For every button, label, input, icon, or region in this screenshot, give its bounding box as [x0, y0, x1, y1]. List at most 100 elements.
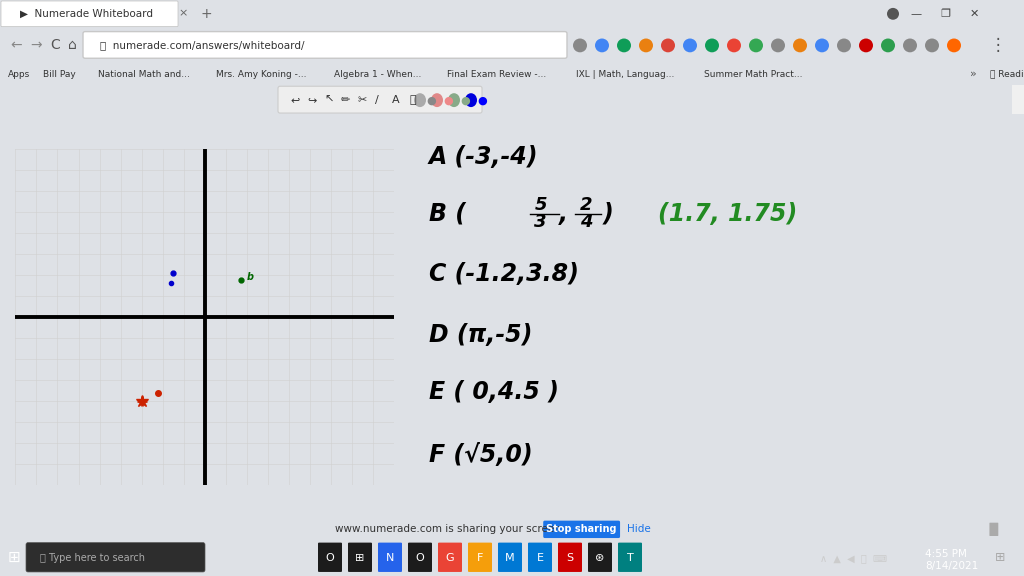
Text: O: O	[416, 553, 424, 563]
Text: 8/14/2021: 8/14/2021	[925, 561, 978, 571]
FancyBboxPatch shape	[989, 522, 998, 536]
FancyBboxPatch shape	[83, 32, 567, 58]
Text: E: E	[537, 553, 544, 563]
Circle shape	[749, 39, 763, 52]
Text: ❐: ❐	[940, 9, 950, 19]
Text: ⊛: ⊛	[595, 553, 605, 563]
Circle shape	[705, 39, 719, 52]
Text: ×: ×	[178, 9, 187, 19]
Text: N: N	[386, 553, 394, 563]
Text: Stop sharing: Stop sharing	[546, 524, 616, 535]
Text: ↖: ↖	[324, 95, 334, 105]
Text: +: +	[200, 7, 212, 21]
Text: ←: ←	[10, 39, 22, 52]
Text: Apps: Apps	[8, 70, 31, 79]
FancyBboxPatch shape	[348, 543, 372, 572]
Text: F: F	[477, 553, 483, 563]
Text: O: O	[326, 553, 335, 563]
Text: ●: ●	[460, 95, 470, 105]
Text: ,: ,	[558, 202, 567, 226]
Text: S: S	[566, 553, 573, 563]
Text: ∧  ▲  ◀  🔊  ⌨: ∧ ▲ ◀ 🔊 ⌨	[820, 553, 887, 563]
Circle shape	[947, 39, 961, 52]
Text: ↩: ↩	[290, 95, 299, 105]
Circle shape	[683, 39, 697, 52]
FancyBboxPatch shape	[528, 543, 552, 572]
Text: E ( 0,4.5 ): E ( 0,4.5 )	[429, 380, 558, 404]
FancyBboxPatch shape	[318, 543, 342, 572]
FancyBboxPatch shape	[468, 543, 492, 572]
Circle shape	[573, 39, 587, 52]
Text: National Math and...: National Math and...	[98, 70, 190, 79]
Ellipse shape	[414, 93, 426, 107]
Circle shape	[639, 39, 653, 52]
Text: /: /	[375, 95, 379, 105]
Text: ): )	[603, 202, 613, 226]
Text: →: →	[30, 39, 42, 52]
Text: ✂: ✂	[358, 95, 368, 105]
FancyBboxPatch shape	[408, 543, 432, 572]
Text: b: b	[247, 272, 254, 282]
Text: ▶  Numerade Whiteboard: ▶ Numerade Whiteboard	[20, 9, 153, 19]
Text: G: G	[445, 553, 455, 563]
Text: 📋 Reading list: 📋 Reading list	[990, 70, 1024, 79]
Ellipse shape	[465, 93, 477, 107]
Ellipse shape	[431, 93, 443, 107]
Text: »: »	[970, 69, 977, 79]
Circle shape	[727, 39, 741, 52]
FancyBboxPatch shape	[278, 86, 482, 113]
Text: Algebra 1 - When...: Algebra 1 - When...	[335, 70, 422, 79]
FancyBboxPatch shape	[558, 543, 582, 572]
Text: —: —	[910, 9, 922, 19]
Circle shape	[793, 39, 807, 52]
Text: 🔒  numerade.com/answers/whiteboard/: 🔒 numerade.com/answers/whiteboard/	[100, 40, 304, 51]
Text: Summer Math Pract...: Summer Math Pract...	[705, 70, 803, 79]
Ellipse shape	[449, 93, 460, 107]
Text: 5: 5	[535, 196, 547, 214]
Text: ●: ●	[477, 95, 486, 105]
Text: F (√5,0): F (√5,0)	[429, 443, 532, 467]
Text: ✕: ✕	[970, 9, 979, 19]
FancyBboxPatch shape	[543, 521, 621, 538]
Circle shape	[662, 39, 675, 52]
Text: 4:55 PM: 4:55 PM	[925, 549, 967, 559]
Text: www.numerade.com is sharing your screen.: www.numerade.com is sharing your screen.	[335, 524, 564, 535]
Text: C: C	[50, 39, 59, 52]
Circle shape	[617, 39, 631, 52]
FancyBboxPatch shape	[618, 543, 642, 572]
Circle shape	[815, 39, 829, 52]
Circle shape	[881, 39, 895, 52]
Text: ↪: ↪	[307, 95, 316, 105]
Text: ✏: ✏	[341, 95, 350, 105]
Text: T: T	[627, 553, 634, 563]
Circle shape	[903, 39, 918, 52]
Text: Final Exam Review -...: Final Exam Review -...	[447, 70, 547, 79]
Text: 🔍 Type here to search: 🔍 Type here to search	[40, 553, 145, 563]
Text: ⌂: ⌂	[68, 39, 77, 52]
Text: ⊞: ⊞	[355, 553, 365, 563]
FancyBboxPatch shape	[1012, 0, 1024, 114]
Text: Mrs. Amy Koning -...: Mrs. Amy Koning -...	[216, 70, 307, 79]
Circle shape	[771, 39, 785, 52]
Text: IXL | Math, Languag...: IXL | Math, Languag...	[575, 70, 674, 79]
Text: B (: B (	[429, 202, 466, 226]
Text: ●: ●	[443, 95, 453, 105]
Circle shape	[837, 39, 851, 52]
Text: A: A	[392, 95, 399, 105]
Text: ⋮: ⋮	[990, 36, 1007, 54]
FancyBboxPatch shape	[378, 543, 402, 572]
Text: ⊞: ⊞	[995, 551, 1006, 564]
FancyBboxPatch shape	[1, 1, 178, 26]
Text: 4: 4	[580, 214, 592, 232]
Text: 3: 3	[535, 214, 547, 232]
FancyBboxPatch shape	[498, 543, 522, 572]
Circle shape	[859, 39, 873, 52]
Text: M: M	[505, 553, 515, 563]
Text: 🖼: 🖼	[409, 95, 416, 105]
FancyBboxPatch shape	[438, 543, 462, 572]
Circle shape	[595, 39, 609, 52]
Circle shape	[925, 39, 939, 52]
Text: Bill Pay: Bill Pay	[43, 70, 76, 79]
Text: ●: ●	[426, 95, 436, 105]
FancyBboxPatch shape	[26, 543, 205, 572]
